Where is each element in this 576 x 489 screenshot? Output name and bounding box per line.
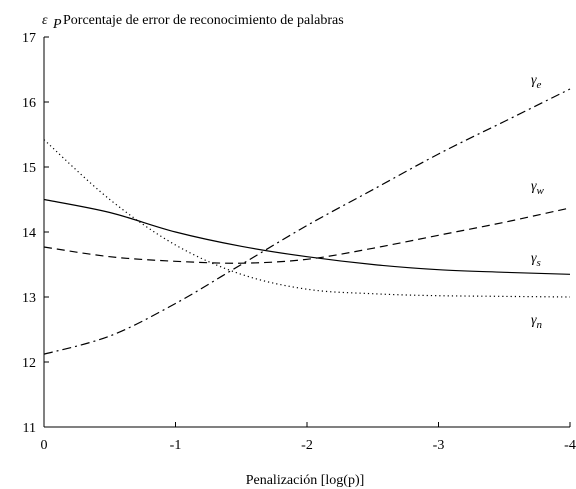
- ticks: 11 12 13 14 15 16 17 0 -1 -2 -3 -4: [22, 31, 576, 453]
- series-label-γs: γs: [531, 251, 541, 269]
- y-tick-label: 13: [22, 291, 36, 306]
- series-labels: γe γw γs γn: [531, 73, 545, 331]
- y-tick-label: 11: [23, 421, 36, 436]
- x-tick-label: -2: [301, 438, 313, 453]
- y-tick-label: 17: [22, 31, 36, 46]
- axes: [43, 37, 570, 428]
- series-line-γn: [43, 139, 571, 298]
- x-tick-label: -3: [433, 438, 445, 453]
- x-axis-label: Penalización [log(p)]: [246, 473, 365, 488]
- series-line-γs: [43, 198, 571, 275]
- y-axis-symbol-subscript: P: [52, 17, 62, 32]
- y-tick-label: 14: [22, 226, 36, 241]
- chart-title-group: ε P Porcentaje de error de reconocimient…: [42, 13, 344, 32]
- chart-title: Porcentaje de error de reconocimiento de…: [63, 13, 344, 28]
- series-lines: [43, 88, 571, 355]
- y-tick-label: 15: [22, 161, 36, 176]
- y-axis-symbol: ε: [42, 13, 48, 28]
- series-label-γw: γw: [531, 179, 545, 197]
- x-tick-label: 0: [41, 438, 48, 453]
- series-label-γn: γn: [531, 313, 543, 331]
- y-tick-label: 16: [22, 96, 36, 111]
- x-tick-label: -4: [564, 438, 576, 453]
- series-line-γw: [43, 207, 571, 264]
- x-tick-label: -1: [170, 438, 182, 453]
- series-line-γe: [43, 88, 571, 355]
- series-label-γe: γe: [531, 73, 542, 91]
- y-tick-label: 12: [22, 356, 36, 371]
